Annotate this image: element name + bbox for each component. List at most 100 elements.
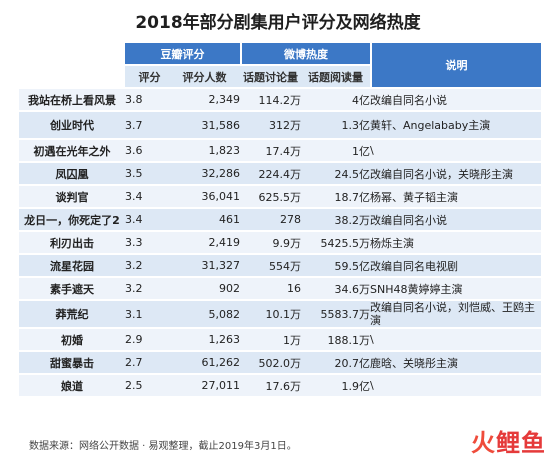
score-cell: 3.4 <box>125 209 169 230</box>
score-cell: 2.7 <box>125 352 169 373</box>
header-sub-row: 评分 评分人数 话题讨论量 话题阅读量 <box>19 66 541 87</box>
raters-cell: 1,263 <box>169 329 240 350</box>
header-blank <box>19 43 125 64</box>
discussion-cell: 278 <box>240 209 301 230</box>
discussion-cell: 625.5万 <box>240 186 301 207</box>
discussion-cell: 554万 <box>240 255 301 276</box>
drama-name: 素手遮天 <box>19 278 125 299</box>
table-row: 素手遮天 3.2 902 16 34.6万 SNH48黄婷婷主演 <box>19 278 541 299</box>
score-cell: 3.4 <box>125 186 169 207</box>
header-topic-reads: 话题阅读量 <box>301 66 370 87</box>
raters-cell: 2,419 <box>169 232 240 253</box>
reads-cell: 59.5亿 <box>301 255 370 276</box>
score-cell: 3.5 <box>125 163 169 184</box>
header-raters: 评分人数 <box>169 66 240 87</box>
drama-name: 我站在桥上看风景 <box>19 89 125 110</box>
table-row: 娘道 2.5 27,011 17.6万 1.9亿 \ <box>19 375 541 396</box>
note-cell: \ <box>370 375 541 396</box>
raters-cell: 61,262 <box>169 352 240 373</box>
reads-cell: 4亿 <box>301 89 370 110</box>
drama-name: 谈判官 <box>19 186 125 207</box>
drama-name: 流星花园 <box>19 255 125 276</box>
note-cell: 杨烁主演 <box>370 232 541 253</box>
table-row: 初遇在光年之外 3.6 1,823 17.4万 1亿 \ <box>19 140 541 161</box>
reads-cell: 1.3亿 <box>301 112 370 138</box>
reads-cell: 188.1万 <box>301 329 370 350</box>
table-row: 初婚 2.9 1,263 1万 188.1万 \ <box>19 329 541 350</box>
note-cell: 改编自同名小说 <box>370 89 541 110</box>
discussion-cell: 224.4万 <box>240 163 301 184</box>
header-note: 说明 <box>370 43 541 87</box>
ratings-table: 豆瓣评分 微博热度 说明 评分 评分人数 话题讨论量 话题阅读量 我站在桥上看风… <box>19 41 541 398</box>
reads-cell: 38.2万 <box>301 209 370 230</box>
table-body: 我站在桥上看风景 3.8 2,349 114.2万 4亿 改编自同名小说 创业时代 3.7 31… <box>19 89 541 396</box>
discussion-cell: 1万 <box>240 329 301 350</box>
drama-name: 创业时代 <box>19 112 125 138</box>
score-cell: 3.8 <box>125 89 169 110</box>
table-row: 谈判官 3.4 36,041 625.5万 18.7亿 杨幂、黄子韬主演 <box>19 186 541 207</box>
drama-name: 利刃出击 <box>19 232 125 253</box>
header-blank-2 <box>19 66 125 87</box>
note-cell: 杨幂、黄子韬主演 <box>370 186 541 207</box>
raters-cell: 5,082 <box>169 301 240 327</box>
table-row: 甜蜜暴击 2.7 61,262 502.0万 20.7亿 鹿晗、关晓彤主演 <box>19 352 541 373</box>
source-footnote: 数据来源：网络公开数据 · 易观整理，截止2019年3月1日。 <box>29 441 297 452</box>
note-cell: 改编自同名小说，关晓彤主演 <box>370 163 541 184</box>
discussion-cell: 502.0万 <box>240 352 301 373</box>
score-cell: 3.3 <box>125 232 169 253</box>
note-cell: 鹿晗、关晓彤主演 <box>370 352 541 373</box>
raters-cell: 461 <box>169 209 240 230</box>
score-cell: 3.6 <box>125 140 169 161</box>
note-cell: 改编自同名电视剧 <box>370 255 541 276</box>
discussion-cell: 9.9万 <box>240 232 301 253</box>
discussion-cell: 312万 <box>240 112 301 138</box>
raters-cell: 27,011 <box>169 375 240 396</box>
table-row: 我站在桥上看风景 3.8 2,349 114.2万 4亿 改编自同名小说 <box>19 89 541 110</box>
discussion-cell: 16 <box>240 278 301 299</box>
drama-name: 娘道 <box>19 375 125 396</box>
drama-name: 凤囚凰 <box>19 163 125 184</box>
discussion-cell: 17.4万 <box>240 140 301 161</box>
reads-cell: 1.9亿 <box>301 375 370 396</box>
note-cell: 黄轩、Angelababy主演 <box>370 112 541 138</box>
table-row: 利刃出击 3.3 2,419 9.9万 5425.5万 杨烁主演 <box>19 232 541 253</box>
raters-cell: 32,286 <box>169 163 240 184</box>
score-cell: 3.1 <box>125 301 169 327</box>
table-row: 莽荒纪 3.1 5,082 10.1万 5583.7万 改编自同名小说，刘恺威、王鸥主演 <box>19 301 541 327</box>
reads-cell: 18.7亿 <box>301 186 370 207</box>
raters-cell: 36,041 <box>169 186 240 207</box>
header-score: 评分 <box>125 66 169 87</box>
raters-cell: 902 <box>169 278 240 299</box>
raters-cell: 31,586 <box>169 112 240 138</box>
discussion-cell: 10.1万 <box>240 301 301 327</box>
table-title: 2018年部分剧集用户评分及网络热度 <box>135 13 421 33</box>
note-cell: SNH48黄婷婷主演 <box>370 278 541 299</box>
table-row: 凤囚凰 3.5 32,286 224.4万 24.5亿 改编自同名小说，关晓彤主演 <box>19 163 541 184</box>
reads-cell: 34.6万 <box>301 278 370 299</box>
score-cell: 3.7 <box>125 112 169 138</box>
drama-name: 龙日一，你死定了2 <box>19 209 125 230</box>
reads-cell: 5425.5万 <box>301 232 370 253</box>
reads-cell: 5583.7万 <box>301 301 370 327</box>
reads-cell: 1亿 <box>301 140 370 161</box>
raters-cell: 31,327 <box>169 255 240 276</box>
score-cell: 3.2 <box>125 255 169 276</box>
reads-cell: 20.7亿 <box>301 352 370 373</box>
score-cell: 3.2 <box>125 278 169 299</box>
raters-cell: 1,823 <box>169 140 240 161</box>
reads-cell: 24.5亿 <box>301 163 370 184</box>
note-cell: \ <box>370 140 541 161</box>
drama-name: 初遇在光年之外 <box>19 140 125 161</box>
table-row: 流星花园 3.2 31,327 554万 59.5亿 改编自同名电视剧 <box>19 255 541 276</box>
header-group-row: 豆瓣评分 微博热度 说明 <box>19 43 541 87</box>
drama-name: 甜蜜暴击 <box>19 352 125 373</box>
drama-name: 初婚 <box>19 329 125 350</box>
brand-watermark: 火鲤鱼 <box>471 429 546 457</box>
score-cell: 2.5 <box>125 375 169 396</box>
score-cell: 2.9 <box>125 329 169 350</box>
header-weibo: 微博热度 <box>240 43 370 64</box>
raters-cell: 2,349 <box>169 89 240 110</box>
drama-name: 莽荒纪 <box>19 301 125 327</box>
header-douban: 豆瓣评分 <box>125 43 240 64</box>
header-topic-discussion: 话题讨论量 <box>240 66 301 87</box>
